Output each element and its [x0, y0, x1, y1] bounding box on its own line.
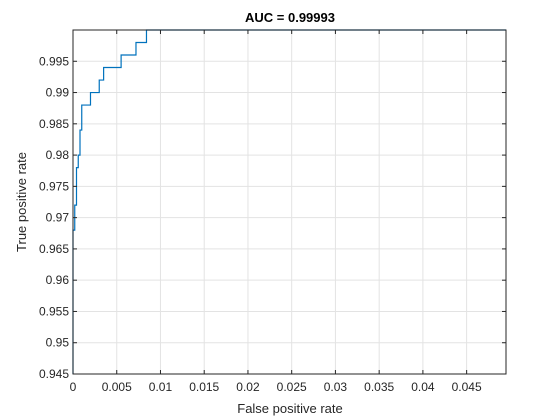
- x-tick-label-0: 0: [70, 380, 77, 394]
- y-tick-label-7: 0.98: [46, 148, 70, 162]
- x-tick-label-8: 0.04: [411, 380, 435, 394]
- y-tick-label-8: 0.985: [39, 117, 69, 131]
- y-tick-label-4: 0.965: [39, 242, 69, 256]
- x-tick-label-7: 0.035: [364, 380, 394, 394]
- x-tick-label-5: 0.025: [277, 380, 307, 394]
- y-tick-label-0: 0.945: [39, 367, 69, 381]
- y-axis-label: True positive rate: [14, 152, 29, 252]
- y-tick-label-3: 0.96: [46, 273, 70, 287]
- y-tick-label-10: 0.995: [39, 54, 69, 68]
- plot-area: [73, 30, 506, 374]
- y-tick-label-5: 0.97: [46, 211, 70, 225]
- x-axis-label: False positive rate: [237, 401, 343, 416]
- y-tick-label-9: 0.99: [46, 86, 70, 100]
- x-tick-label-3: 0.015: [189, 380, 219, 394]
- x-tick-label-4: 0.02: [236, 380, 260, 394]
- y-tick-label-1: 0.95: [46, 336, 70, 350]
- chart-title: AUC = 0.99993: [245, 10, 335, 25]
- y-tick-label-2: 0.955: [39, 304, 69, 318]
- x-tick-label-2: 0.01: [149, 380, 173, 394]
- x-tick-label-1: 0.005: [102, 380, 132, 394]
- x-tick-label-6: 0.03: [324, 380, 348, 394]
- x-tick-label-9: 0.045: [452, 380, 482, 394]
- y-tick-label-6: 0.975: [39, 179, 69, 193]
